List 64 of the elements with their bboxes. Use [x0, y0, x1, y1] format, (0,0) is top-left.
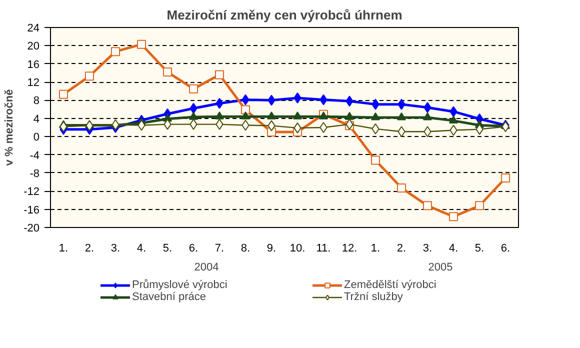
y-tick-label: -4 — [30, 150, 40, 162]
x-tick-label: 2. — [84, 242, 94, 254]
chart-title: Meziroční změny cen výrobců úhrnem — [166, 8, 402, 22]
point — [475, 201, 484, 210]
point — [137, 40, 146, 49]
y-tick-label: -8 — [30, 168, 40, 180]
x-tick-label: 4. — [448, 242, 458, 254]
point — [189, 84, 198, 94]
x-tick-label: 8. — [240, 242, 250, 254]
x-tick-label: 5. — [162, 242, 172, 254]
point — [163, 68, 172, 77]
x-tick-label: 9. — [266, 242, 276, 254]
x-tick-label: 4. — [136, 242, 146, 254]
x-tick-label: 11. — [316, 242, 331, 254]
text: 2004 — [194, 262, 219, 274]
x-tick-label: 12. — [342, 242, 358, 254]
legend-label: Tržní služby — [344, 291, 404, 303]
point — [371, 156, 380, 165]
point — [293, 111, 302, 120]
x-tick-label: 1. — [58, 242, 68, 254]
legend-label: Stavební práce — [132, 291, 207, 303]
point — [423, 201, 432, 210]
point — [449, 212, 458, 222]
legend-label: Zemědělští výrobci — [344, 279, 438, 291]
point — [345, 112, 354, 120]
point — [371, 112, 380, 120]
point — [59, 90, 68, 99]
point — [267, 111, 276, 120]
y-axis-title: v % meziročně — [4, 89, 16, 166]
y-tick-label: 20 — [27, 40, 40, 53]
y-tick-label: 16 — [27, 58, 40, 71]
legend-label: Průmyslové výrobci — [132, 279, 228, 291]
x-tick-label: 6. — [188, 242, 198, 254]
y-tick-label: -16 — [24, 204, 40, 216]
x-tick-label: 1. — [370, 242, 380, 254]
point — [215, 70, 224, 80]
point — [423, 112, 432, 120]
y-tick-label: 0 — [33, 132, 40, 144]
y-tick-label: 8 — [33, 95, 40, 108]
point — [215, 111, 224, 120]
x-tick-label: 2. — [396, 242, 406, 254]
x-tick-label: 3. — [110, 242, 120, 254]
x-tick-label: 6. — [500, 242, 510, 254]
text: 2005 — [428, 262, 453, 274]
point — [320, 122, 328, 133]
point — [397, 112, 406, 120]
x-tick-label: 7. — [214, 242, 224, 254]
y-tick-label: -12 — [24, 186, 40, 198]
x-tick-label: 10. — [290, 242, 306, 254]
point — [241, 105, 250, 114]
y-tick-label: 4 — [33, 113, 40, 126]
y-tick-label: 24 — [27, 22, 40, 34]
y-tick-label: 12 — [27, 77, 40, 90]
point — [449, 116, 458, 124]
x-tick-label: 3. — [422, 242, 432, 254]
point — [85, 72, 94, 81]
point — [241, 111, 250, 120]
point — [189, 112, 198, 120]
point — [111, 47, 120, 56]
point — [424, 102, 432, 113]
y-tick-label: -20 — [24, 222, 40, 234]
x-tick-label: 5. — [474, 242, 484, 254]
point — [501, 173, 510, 182]
point — [397, 183, 406, 192]
